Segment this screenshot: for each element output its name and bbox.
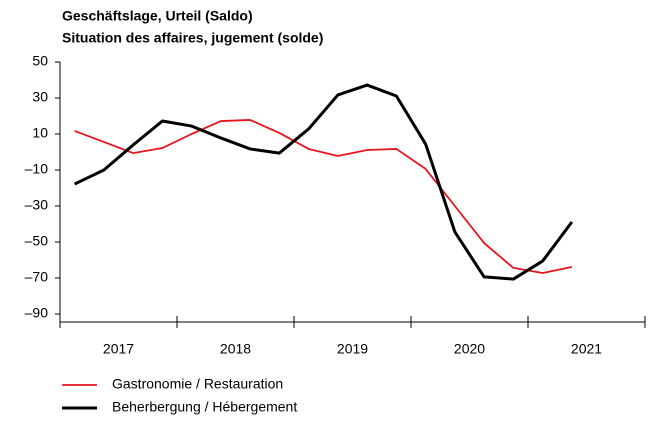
x-tick-label: 2017: [103, 341, 134, 357]
x-tick-label: 2018: [220, 341, 251, 357]
y-tick-label: –10: [25, 161, 49, 177]
x-tick-label: 2019: [337, 341, 368, 357]
chart-subtitle: Situation des affaires, jugement (solde): [62, 30, 323, 46]
x-tick-label: 2021: [571, 341, 602, 357]
y-tick-label: –50: [25, 233, 49, 249]
y-tick-label: –90: [25, 305, 49, 321]
y-tick-label: –70: [25, 269, 49, 285]
legend-label: Gastronomie / Restauration: [112, 376, 283, 392]
legend-label: Beherbergung / Hébergement: [112, 399, 297, 415]
chart-title: Geschäftslage, Urteil (Saldo): [62, 8, 253, 24]
y-tick-label: 50: [32, 53, 48, 69]
series-line: [74, 119, 573, 274]
series-line: [73, 83, 574, 281]
y-tick-label: 30: [32, 89, 48, 105]
y-tick-label: –30: [25, 197, 49, 213]
y-tick-label: 10: [32, 125, 48, 141]
x-tick-label: 2020: [454, 341, 485, 357]
